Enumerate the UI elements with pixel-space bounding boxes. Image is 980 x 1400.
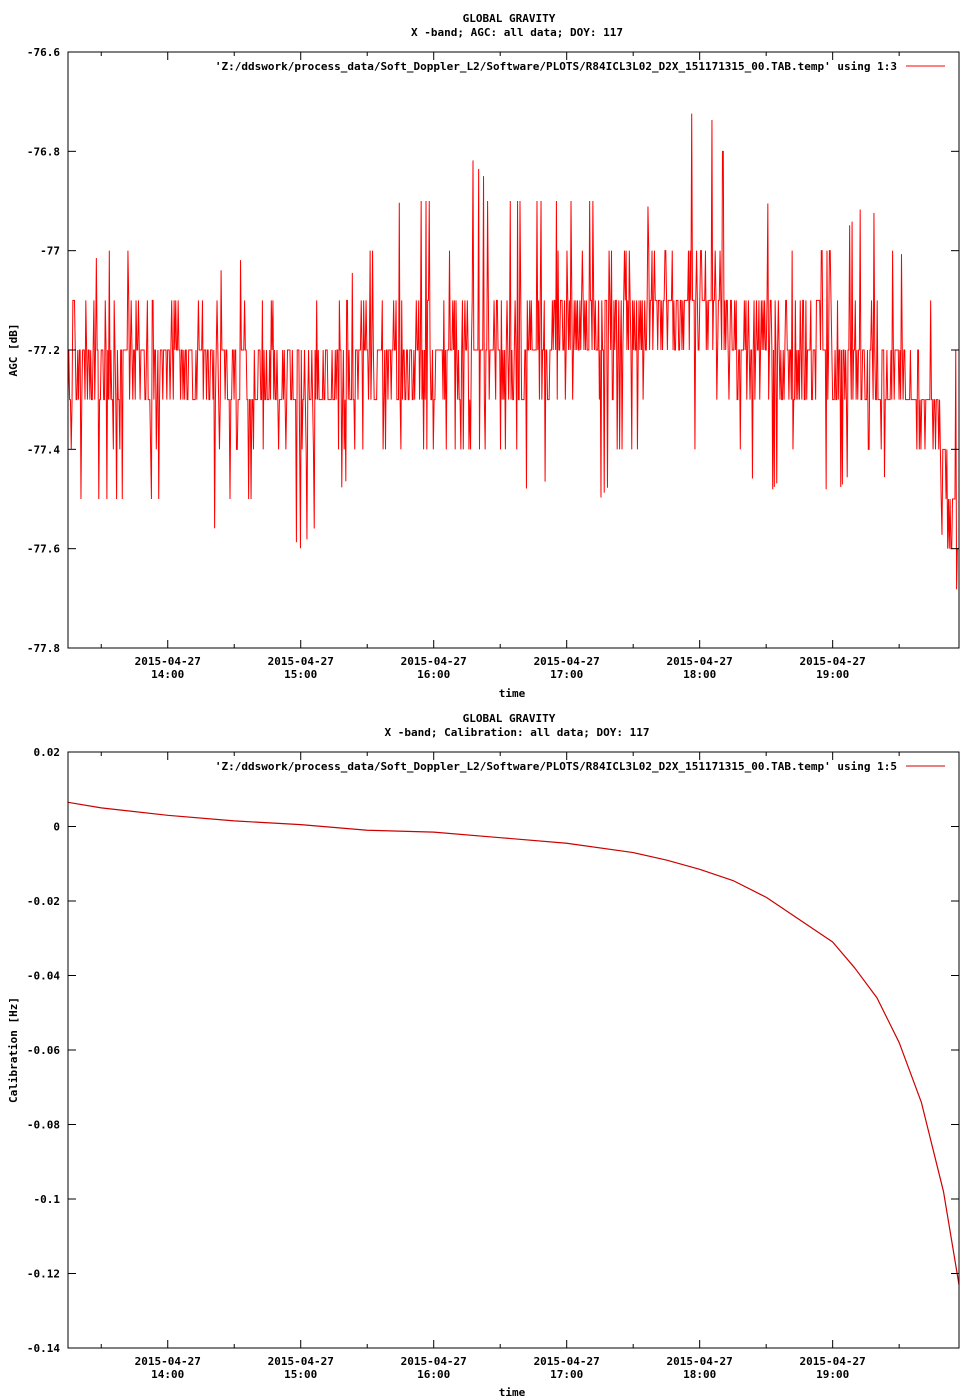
y-tick-label: -0.1 — [34, 1193, 61, 1206]
agc-axis-ticks: -76.6 -76.8 -77 -77.2 -77.4 -77.6 -77.8 2015-04… — [27, 46, 959, 681]
y-tick-label: -0.14 — [27, 1342, 60, 1355]
y-tick-label: -77 — [40, 245, 60, 258]
x-tick-time-label: 17:00 — [550, 1368, 583, 1381]
cal-x-axis-label: time — [499, 1386, 526, 1399]
x-tick-date-label: 2015-04-27 — [534, 655, 600, 668]
cal-y-axis-label: Calibration [Hz] — [7, 997, 20, 1103]
agc-y-axis-label: AGC [dB] — [7, 324, 20, 377]
x-tick-date-label: 2015-04-27 — [268, 655, 334, 668]
x-tick-date-label: 2015-04-27 — [667, 1355, 733, 1368]
y-tick-label: -0.12 — [27, 1268, 60, 1281]
y-tick-label: -0.06 — [27, 1044, 60, 1057]
cal-chart-subtitle: X -band; Calibration: all data; DOY: 117 — [385, 726, 650, 739]
cal-plot-frame — [67, 751, 960, 1349]
cal-chart-title: GLOBAL GRAVITY — [463, 712, 556, 725]
series-line — [67, 801, 960, 1285]
cal-axis-ticks: 0.02 0 -0.02 -0.04 -0.06 -0.08 -0.1 -0.12 -0.14 2… — [27, 746, 959, 1381]
y-tick-label: -0.08 — [27, 1119, 60, 1132]
cal-series-marks — [67, 801, 960, 1285]
cal-legend-label: 'Z:/ddswork/process_data/Soft_Doppler_L2… — [215, 760, 897, 773]
agc-legend-label: 'Z:/ddswork/process_data/Soft_Doppler_L2… — [215, 60, 897, 73]
agc-chart-subtitle: X -band; AGC: all data; DOY: 117 — [411, 26, 623, 39]
y-tick-label: -77.2 — [27, 344, 60, 357]
x-tick-date-label: 2015-04-27 — [667, 655, 733, 668]
x-tick-time-label: 16:00 — [417, 1368, 450, 1381]
agc-x-axis-label: time — [499, 687, 526, 700]
x-tick-time-label: 15:00 — [284, 1368, 317, 1381]
y-tick-label: -0.02 — [27, 895, 60, 908]
agc-plot-frame — [67, 51, 960, 649]
x-tick-time-label: 17:00 — [550, 668, 583, 681]
x-tick-date-label: 2015-04-27 — [800, 655, 866, 668]
x-tick-time-label: 16:00 — [417, 668, 450, 681]
y-tick-label: -76.8 — [27, 145, 60, 158]
x-tick-date-label: 2015-04-27 — [534, 1355, 600, 1368]
x-tick-date-label: 2015-04-27 — [401, 655, 467, 668]
series-line — [67, 113, 959, 590]
agc-chart-title: GLOBAL GRAVITY — [463, 12, 556, 25]
x-tick-time-label: 14:00 — [151, 668, 184, 681]
x-tick-date-label: 2015-04-27 — [800, 1355, 866, 1368]
x-tick-time-label: 19:00 — [816, 668, 849, 681]
y-tick-label: 0.02 — [34, 746, 61, 759]
y-tick-label: -76.6 — [27, 46, 60, 59]
y-tick-label: -0.04 — [27, 970, 60, 983]
agc-series-marks — [67, 113, 959, 590]
y-tick-label: -77.6 — [27, 543, 60, 556]
x-tick-time-label: 15:00 — [284, 668, 317, 681]
y-tick-label: -77.8 — [27, 642, 60, 655]
x-tick-time-label: 18:00 — [683, 668, 716, 681]
x-tick-date-label: 2015-04-27 — [135, 655, 201, 668]
calibration-panel: GLOBAL GRAVITY X -band; Calibration: all… — [7, 712, 960, 1399]
y-tick-label: 0 — [53, 821, 60, 834]
x-tick-date-label: 2015-04-27 — [268, 1355, 334, 1368]
y-tick-label: -77.4 — [27, 443, 60, 456]
x-tick-date-label: 2015-04-27 — [401, 1355, 467, 1368]
x-tick-time-label: 19:00 — [816, 1368, 849, 1381]
x-tick-time-label: 18:00 — [683, 1368, 716, 1381]
x-tick-date-label: 2015-04-27 — [135, 1355, 201, 1368]
agc-panel: GLOBAL GRAVITY X -band; AGC: all data; D… — [7, 12, 960, 700]
x-tick-time-label: 14:00 — [151, 1368, 184, 1381]
